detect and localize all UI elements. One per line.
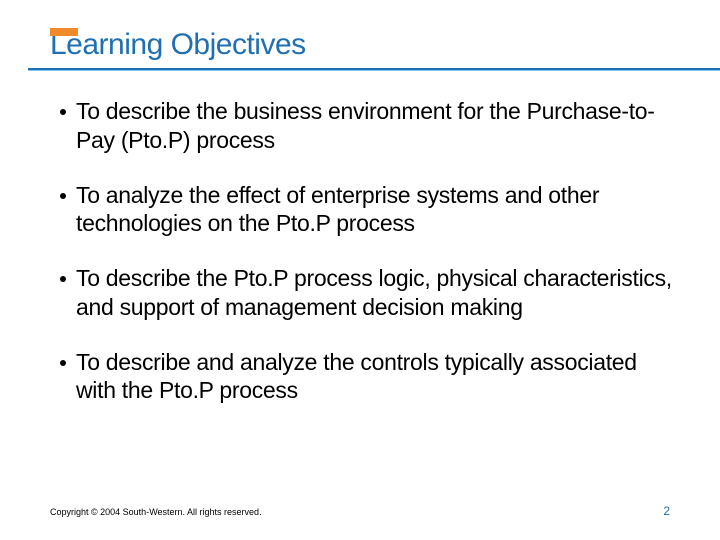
slide-title: Learning Objectives bbox=[0, 28, 720, 68]
bullet-text: To describe the Pto.P process logic, phy… bbox=[76, 264, 672, 322]
bullet-text: To describe the business environment for… bbox=[76, 97, 672, 155]
bullet-dot-icon bbox=[60, 276, 66, 282]
page-number: 2 bbox=[663, 504, 670, 518]
bullet-item: To describe and analyze the controls typ… bbox=[60, 348, 672, 406]
slide: Learning Objectives To describe the busi… bbox=[0, 0, 720, 540]
bullet-item: To describe the business environment for… bbox=[60, 97, 672, 155]
bullet-text: To describe and analyze the controls typ… bbox=[76, 348, 672, 406]
bullet-text: To analyze the effect of enterprise syst… bbox=[76, 181, 672, 239]
accent-bar bbox=[50, 28, 78, 36]
bullet-dot-icon bbox=[60, 360, 66, 366]
title-block: Learning Objectives bbox=[0, 0, 720, 71]
bullet-item: To describe the Pto.P process logic, phy… bbox=[60, 264, 672, 322]
content-area: To describe the business environment for… bbox=[0, 71, 720, 405]
footer: Copyright © 2004 South-Western. All righ… bbox=[50, 504, 670, 518]
bullet-dot-icon bbox=[60, 193, 66, 199]
title-underline bbox=[28, 68, 720, 71]
copyright-text: Copyright © 2004 South-Western. All righ… bbox=[50, 507, 262, 517]
bullet-item: To analyze the effect of enterprise syst… bbox=[60, 181, 672, 239]
bullet-dot-icon bbox=[60, 109, 66, 115]
